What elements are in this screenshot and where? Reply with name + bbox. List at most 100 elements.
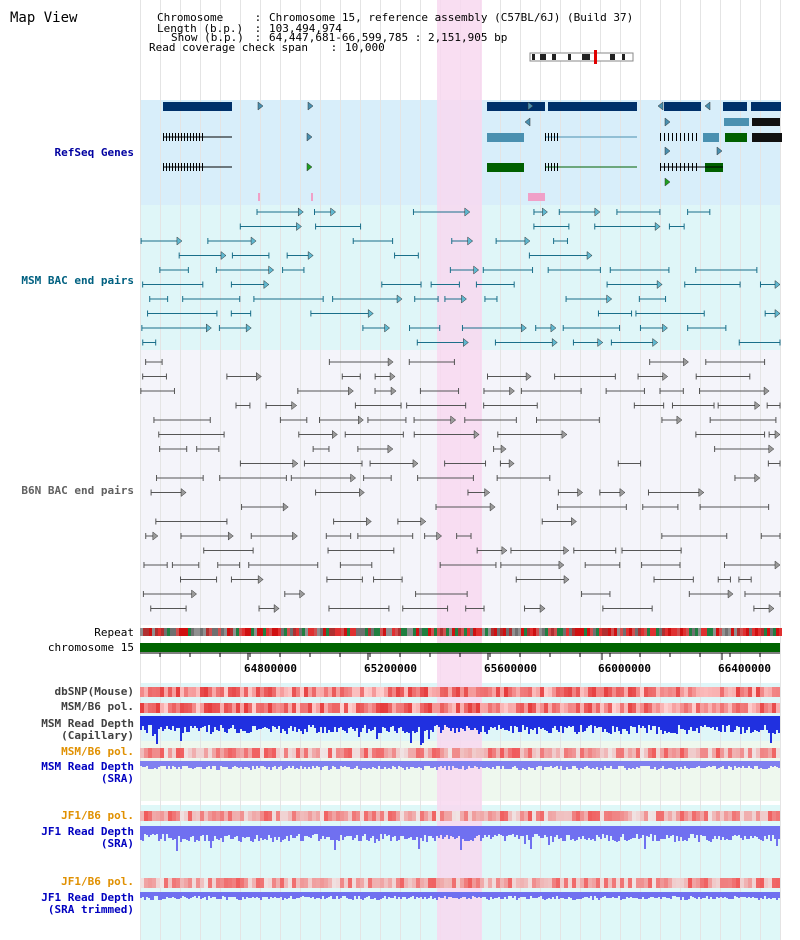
read-depth-bar [392,716,394,726]
read-depth-bar [462,761,464,766]
repeat-block [542,628,545,636]
track-label-jf1-depth-sub: (SRA) [100,837,134,850]
pol-heat-cell [272,703,276,713]
pol-heat-cell [224,703,228,713]
read-depth-bar [366,892,368,897]
pol-heat-cell [292,811,296,821]
pol-heat-cell [192,748,196,758]
read-depth-bar [758,826,760,839]
pol-heat-cell [152,748,156,758]
pol-heat-cell [540,687,544,697]
pol-heat-cell [200,687,204,697]
pol-heat-cell [252,811,256,821]
pol-heat-cell [548,687,552,697]
repeat-block [224,628,227,636]
read-depth-bar [666,892,668,898]
read-depth-bar [344,761,346,766]
track-label-dbsnp[interactable]: dbSNP(Mouse) [54,685,134,698]
pol-heat-cell [512,687,516,697]
read-depth-bar [574,716,576,732]
repeat-block [164,628,167,636]
pol-heat-cell [520,878,524,888]
read-depth-bar [710,716,712,728]
pol-heat-cell [552,748,556,758]
read-depth-bar [274,892,276,897]
track-label-jf1-depth[interactable]: JF1 Read Depth [41,825,134,838]
pol-heat-cell [740,878,744,888]
read-depth-bar [242,892,244,897]
repeat-block [548,628,551,636]
read-depth-bar [154,826,156,835]
read-depth-bar [538,892,540,897]
read-depth-bar [292,826,294,838]
track-label-jf1-pol-trimmed[interactable]: JF1/B6 pol. [61,875,134,888]
track-label-jf1-pol[interactable]: JF1/B6 pol. [61,809,134,822]
track-label-msm-depth-sra[interactable]: MSM Read Depth [41,760,134,773]
pol-heat-cell [764,811,768,821]
pol-heat-cell [408,811,412,821]
read-depth-bar [766,716,768,730]
pol-heat-cell [608,811,612,821]
read-depth-bar [354,826,356,838]
pol-heat-cell [556,878,560,888]
pol-heat-cell [484,811,488,821]
repeat-block [497,628,500,636]
read-depth-bar [778,826,780,839]
pol-heat-cell [592,748,596,758]
read-depth-bar [746,716,748,730]
read-depth-bar [720,826,722,840]
read-depth-bar [712,761,714,766]
repeat-block [611,628,614,636]
read-depth-bar [552,716,554,728]
repeat-block [278,628,281,636]
read-depth-bar [560,892,562,898]
track-label-b6n-bac[interactable]: B6N BAC end pairs [21,484,134,497]
pol-heat-cell [744,811,748,821]
track-label-msm-pol-sra[interactable]: MSM/B6 pol. [61,745,134,758]
read-depth-bar [582,892,584,898]
pol-heat-cell [368,878,372,888]
track-label-msm-depth-cap[interactable]: MSM Read Depth [41,717,134,730]
repeat-block [218,628,221,636]
pol-heat-cell [528,748,532,758]
track-label-jf1-depth-trimmed[interactable]: JF1 Read Depth [41,891,134,904]
read-depth-bar [740,826,742,838]
read-depth-bar [324,892,326,899]
repeat-block [398,628,401,636]
read-depth-bar [456,892,458,898]
pol-heat-cell [448,878,452,888]
read-depth-bar [316,716,318,733]
read-depth-bar [388,761,390,768]
read-depth-bar [564,716,566,727]
pol-heat-cell [368,687,372,697]
bac-end-marker [389,371,396,382]
pol-heat-cell [344,811,348,821]
track-label-msm-bac[interactable]: MSM BAC end pairs [21,274,134,287]
read-depth-bar [174,761,176,767]
pol-heat-cell [312,878,316,888]
read-depth-bar [570,761,572,769]
read-depth-bar [564,826,566,841]
pol-heat-cell [160,687,164,697]
pol-heat-cell [564,811,568,821]
pol-heat-cell [424,748,428,758]
track-label-msm-pol[interactable]: MSM/B6 pol. [61,700,134,713]
pol-heat-cell [760,703,764,713]
read-depth-bar [330,761,332,769]
pol-heat-cell [164,748,168,758]
read-depth-bar [760,761,762,768]
read-depth-bar [478,892,480,897]
track-label-refseq[interactable]: RefSeq Genes [54,146,134,159]
read-depth-bar [676,761,678,767]
read-depth-bar [474,761,476,766]
read-depth-bar [360,761,362,770]
pol-heat-cell [464,687,468,697]
read-depth-bar [384,716,386,728]
read-depth-bar [590,892,592,896]
pol-heat-cell [284,878,288,888]
read-depth-bar [152,761,154,769]
repeat-block [674,628,677,636]
bac-end-marker [359,487,365,498]
read-depth-bar [206,716,208,732]
